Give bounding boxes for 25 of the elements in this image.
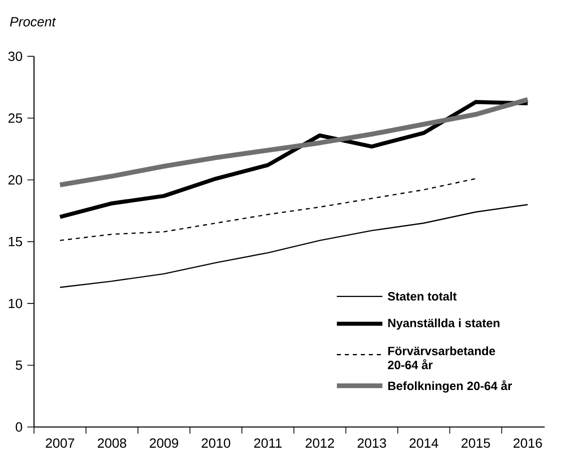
legend-label: Staten totalt [388, 292, 457, 301]
x-tick-label: 2014 [410, 438, 438, 448]
x-tick-label: 2013 [358, 438, 386, 448]
y-tick-label: 30 [8, 52, 22, 62]
line-series [58, 97, 530, 188]
y-tick-label: 20 [8, 175, 22, 185]
x-tick-label: 2007 [46, 438, 74, 448]
y-axis-title: Procent [10, 17, 56, 26]
y-tick-label: 5 [16, 360, 22, 370]
line-series [59, 204, 528, 288]
x-tick-label: 2015 [462, 438, 490, 448]
legend-label: Förvärvsarbetande 20-64 år [388, 346, 496, 370]
x-tick-label: 2016 [514, 438, 542, 448]
y-tick-label: 15 [8, 237, 22, 246]
y-tick-label: 25 [8, 113, 22, 123]
x-tick-label: 2009 [150, 438, 178, 448]
x-tick-label: 2010 [202, 438, 230, 448]
x-tick-label: 2008 [98, 438, 126, 448]
x-tick-label: 2012 [306, 438, 334, 448]
y-tick-label: 0 [16, 422, 22, 432]
legend-label: Befolkningen 20-64 år [388, 380, 512, 393]
line-series [59, 178, 476, 242]
legend-label: Nyanställda i staten [388, 318, 500, 330]
y-tick-label: 10 [8, 298, 22, 308]
x-tick-label: 2011 [254, 438, 282, 448]
